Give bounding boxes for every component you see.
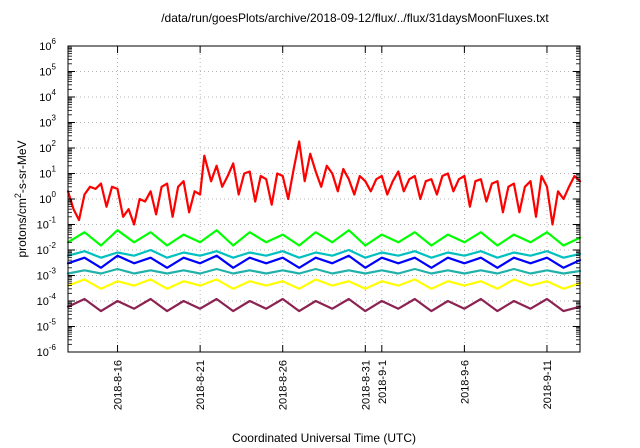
x-tick-label: 2018-9-1 [377, 360, 389, 404]
series-line [66, 140, 582, 226]
y-tick-label: 104 [39, 88, 56, 104]
x-tick-label: 2018-8-21 [195, 360, 207, 410]
series-line [66, 267, 582, 275]
series-line [66, 254, 582, 269]
series-line [66, 297, 582, 313]
y-tick-label: 106 [39, 37, 56, 53]
x-tick-label: 2018-9-6 [459, 360, 471, 404]
chart-title: /data/run/goesPlots/archive/2018-09-12/f… [161, 11, 549, 25]
series-line [66, 278, 582, 290]
x-tick-label-group: 2018-8-26 [278, 360, 290, 410]
x-tick-label: 2018-8-16 [113, 360, 125, 410]
x-tick-label-group: 2018-8-16 [113, 360, 125, 410]
x-tick-label-group: 2018-8-31 [360, 360, 372, 410]
y-tick-labels: 10-6 10-5 10-4 10-3 10-2 10-1 100 101 102 103 104 1… [37, 37, 57, 359]
series-layer [66, 140, 582, 313]
x-tick-label: 2018-8-31 [360, 360, 372, 410]
x-tick-label-group: 2018-9-11 [542, 360, 554, 409]
y-tick-label: 10-3 [37, 267, 57, 283]
x-axis-label: Coordinated Universal Time (UTC) [232, 431, 416, 445]
y-tick-label: 100 [39, 190, 56, 206]
x-tick-label-group: 2018-9-1 [377, 360, 389, 404]
x-tick-label: 2018-8-26 [278, 360, 290, 410]
y-axis-label: protons/cm2-s-sr-MeV [13, 140, 29, 257]
y-tick-label: 10-2 [37, 241, 57, 257]
y-tick-label: 103 [39, 114, 56, 130]
y-tick-label: 10-4 [37, 292, 57, 308]
y-tick-label: 101 [39, 165, 56, 181]
y-tick-label: 10-6 [37, 343, 57, 359]
x-tick-labels: 2018-8-16 2018-8-21 2018-8-26 2018-8-31 2018… [113, 360, 554, 410]
series-line [66, 229, 582, 247]
x-tick-label: 2018-9-11 [542, 360, 554, 409]
x-tick-label-group: 2018-8-21 [195, 360, 207, 410]
y-tick-label: 105 [39, 63, 56, 79]
y-tick-label: 10-5 [37, 318, 57, 334]
x-tick-label-group: 2018-9-6 [459, 360, 471, 404]
axis-ticks [68, 45, 580, 353]
y-tick-label: 102 [39, 139, 56, 155]
y-tick-label: 10-1 [37, 216, 57, 232]
series-line [66, 248, 582, 259]
